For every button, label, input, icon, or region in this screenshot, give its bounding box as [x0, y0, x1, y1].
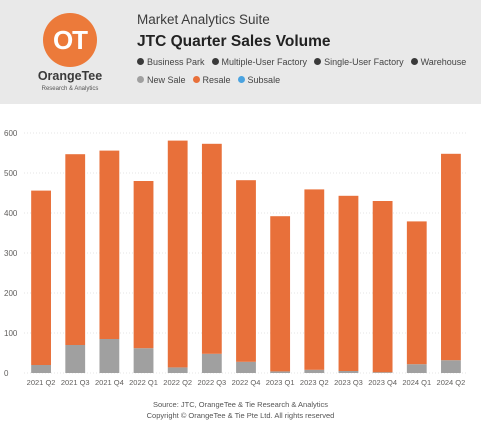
sale-type-legend-item[interactable]: Resale [192, 75, 231, 85]
sale-type-legend-item[interactable]: New Sale [137, 75, 186, 85]
bar-resale [406, 221, 427, 365]
orangetee-logo-icon: OT [43, 13, 97, 67]
bar-new-sale [441, 360, 461, 373]
bar-new-sale [133, 348, 154, 373]
bar-resale [167, 140, 188, 368]
x-tick-label: 2022 Q3 [197, 378, 226, 387]
legend-label: Single-User Factory [324, 57, 404, 67]
report-header: OT OrangeTee Research & Analytics Market… [0, 0, 481, 104]
x-tick-label: 2023 Q1 [266, 378, 295, 387]
legend-label: Resale [202, 75, 231, 85]
bar-new-sale [338, 371, 359, 373]
bar-new-sale [372, 372, 393, 373]
x-tick-label: 2022 Q2 [163, 378, 192, 387]
legend-label: Subsale [247, 75, 281, 85]
bar-resale [270, 216, 291, 372]
y-tick-label: 100 [4, 329, 18, 338]
bar-new-sale [236, 361, 256, 373]
bar-new-sale [270, 371, 291, 373]
bar-resale [31, 190, 51, 365]
bar-resale [236, 180, 256, 362]
y-tick-label: 400 [4, 209, 18, 218]
bar-resale [441, 153, 461, 361]
property-type-legend-item[interactable]: Multiple-User Factory [211, 57, 308, 67]
legend-label: Multiple-User Factory [221, 57, 308, 67]
x-tick-label: 2022 Q4 [232, 378, 261, 387]
bar-resale [304, 189, 325, 370]
legend-label: New Sale [147, 75, 186, 85]
bar-resale [99, 150, 120, 339]
y-tick-label: 600 [4, 129, 18, 138]
bar-resale [338, 195, 359, 371]
property-type-legend-item[interactable]: Warehouse [410, 57, 467, 67]
chart-title: JTC Quarter Sales Volume [137, 33, 331, 50]
x-tick-label: 2021 Q4 [95, 378, 124, 387]
sales-volume-chart: 0 100 200 300 400 500 600 2021 Q2 2021 Q3 2021 Q4… [4, 129, 468, 387]
property-type-legend-item[interactable]: Single-User Factory [314, 57, 404, 67]
bar-new-sale [167, 367, 188, 373]
x-tick-label: 2021 Q2 [27, 378, 56, 387]
x-tick-label: 2023 Q4 [368, 378, 397, 387]
brand-name: OrangeTee [37, 69, 103, 83]
property-type-legend-item[interactable]: Business Park [137, 57, 205, 67]
bar-resale [372, 201, 393, 373]
bar-resale [201, 143, 222, 354]
sale-type-legend-item[interactable]: Subsale [237, 75, 281, 85]
y-tick-label: 200 [4, 289, 18, 298]
legend-label: Business Park [147, 57, 205, 67]
legend-dot-icon [237, 76, 245, 84]
copyright-note: Copyright © OrangeTee & Tie Pte Ltd. All… [146, 411, 335, 420]
x-tick-label: 2021 Q3 [61, 378, 90, 387]
x-tick-label: 2024 Q1 [402, 378, 431, 387]
property-type-legend: Business Park Multiple-User Factory Single… [137, 57, 473, 67]
legend-dot-icon [137, 58, 144, 66]
legend-dot-icon [410, 58, 418, 66]
source-note: Source: JTC, OrangeTee & Tie Research & … [152, 400, 329, 409]
y-tick-label: 500 [4, 169, 18, 178]
bar-resale [133, 181, 154, 349]
brand-subtitle: Research & Analytics [41, 86, 99, 92]
bar-new-sale [99, 339, 120, 373]
bar-new-sale [65, 345, 86, 373]
y-tick-label: 0 [4, 369, 9, 378]
legend-label: Warehouse [420, 57, 467, 67]
sale-type-legend: New Sale Resale Subsale [137, 75, 287, 85]
legend-dot-icon [211, 58, 219, 66]
x-tick-label: 2023 Q3 [334, 378, 363, 387]
x-tick-label: 2024 Q2 [437, 378, 466, 387]
y-tick-label: 300 [4, 249, 18, 258]
legend-dot-icon [314, 58, 322, 66]
legend-dot-icon [137, 76, 144, 84]
bar-new-sale [304, 369, 325, 373]
x-tick-label: 2023 Q2 [300, 378, 329, 387]
bar-new-sale [31, 365, 51, 373]
bar-new-sale [201, 353, 222, 373]
bar-new-sale [406, 364, 427, 373]
x-tick-label: 2022 Q1 [129, 378, 158, 387]
logo-mark: OT [52, 25, 88, 55]
suite-name: Market Analytics Suite [137, 12, 270, 27]
bar-resale [65, 154, 86, 345]
legend-dot-icon [192, 76, 200, 84]
